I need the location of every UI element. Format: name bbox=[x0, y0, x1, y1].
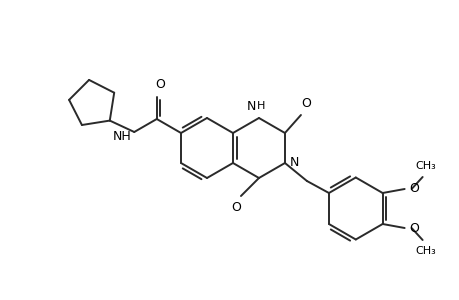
Text: CH₃: CH₃ bbox=[414, 161, 435, 171]
Text: O: O bbox=[300, 97, 310, 110]
Text: O: O bbox=[155, 78, 164, 91]
Text: CH₃: CH₃ bbox=[414, 246, 435, 256]
Text: O: O bbox=[409, 221, 419, 235]
Text: N: N bbox=[289, 155, 299, 169]
Text: N: N bbox=[246, 100, 255, 113]
Text: NH: NH bbox=[112, 130, 131, 142]
Text: O: O bbox=[230, 201, 241, 214]
Text: O: O bbox=[409, 182, 419, 196]
Text: H: H bbox=[256, 101, 264, 111]
